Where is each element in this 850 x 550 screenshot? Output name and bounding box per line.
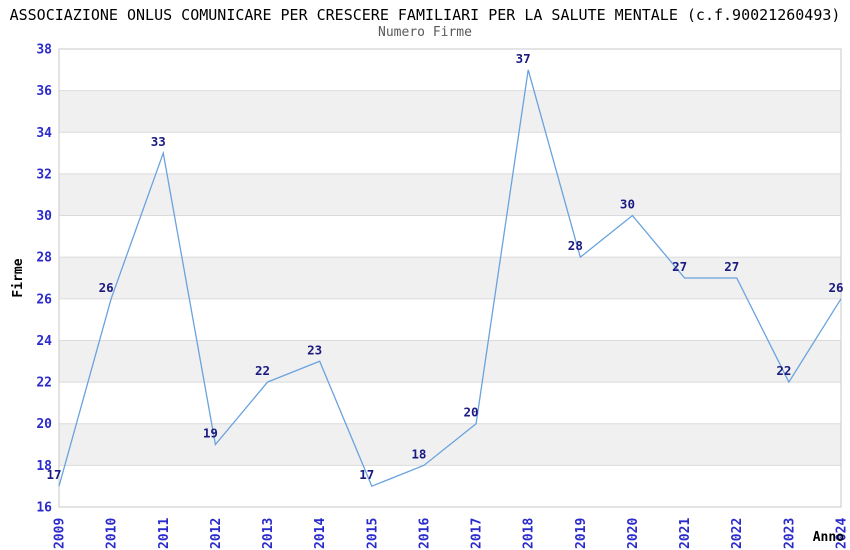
- x-tick-label: 2013: [261, 518, 276, 549]
- data-point-label: 26: [828, 280, 843, 295]
- y-axis-title: Firme: [11, 258, 26, 297]
- data-point-label: 23: [307, 342, 322, 357]
- data-point-label: 17: [359, 467, 374, 482]
- x-tick-label: 2016: [417, 518, 432, 549]
- chart-main-title: ASSOCIAZIONE ONLUS COMUNICARE PER CRESCE…: [9, 6, 841, 24]
- x-tick-label: 2020: [626, 518, 641, 549]
- y-tick-label: 26: [36, 292, 52, 307]
- x-tick-label: 2011: [157, 518, 172, 549]
- plot-band: [59, 465, 841, 507]
- x-tick-label: 2009: [53, 518, 68, 549]
- chart-subtitle: Numero Firme: [378, 25, 472, 40]
- data-line: [58, 69, 842, 488]
- y-tick-label: 34: [36, 126, 52, 141]
- plot-band: [59, 382, 841, 424]
- data-point-label: 37: [516, 51, 531, 66]
- data-point-label: 27: [724, 259, 739, 274]
- x-tick-label: 2023: [782, 518, 797, 549]
- y-tick-label: 24: [36, 334, 52, 349]
- y-tick-label: 20: [36, 417, 52, 432]
- y-tick-label: 36: [36, 84, 52, 99]
- x-tick-label: 2021: [678, 518, 693, 549]
- y-tick-label: 16: [36, 501, 52, 516]
- data-point-label: 30: [620, 197, 635, 212]
- data-point-label: 22: [255, 363, 270, 378]
- x-tick-label: 2014: [313, 518, 328, 549]
- data-point-label: 18: [411, 446, 426, 461]
- y-tick-label: 32: [36, 167, 52, 182]
- data-point-label: 26: [99, 280, 114, 295]
- y-tick-label: 22: [36, 376, 52, 391]
- x-tick-label: 2015: [365, 518, 380, 549]
- plot-band: [59, 90, 841, 133]
- plot-band: [59, 340, 841, 383]
- plot-border: [58, 48, 842, 508]
- y-tick-label: 18: [36, 459, 52, 474]
- y-tick-label: 38: [36, 43, 52, 58]
- x-tick-label: 2022: [730, 518, 745, 549]
- plot-band: [59, 49, 841, 91]
- x-tick-label: 2019: [574, 518, 589, 549]
- data-point-label: 22: [776, 363, 791, 378]
- plot-band: [59, 215, 841, 258]
- y-tick-label: 30: [36, 209, 52, 224]
- plot-band: [59, 132, 841, 174]
- x-tick-label: 2018: [522, 518, 537, 549]
- plot-band: [59, 173, 841, 216]
- x-tick-label: 2017: [470, 518, 485, 549]
- x-axis-title: Anno: [813, 530, 844, 545]
- x-tick-label: 2024: [835, 518, 850, 549]
- data-point-label: 27: [672, 259, 687, 274]
- data-point-label: 28: [568, 238, 583, 253]
- data-point-label: 20: [464, 405, 479, 420]
- data-point-label: 33: [151, 134, 166, 149]
- x-tick-label: 2010: [105, 518, 120, 549]
- x-tick-label: 2012: [209, 518, 224, 549]
- y-tick-label: 28: [36, 251, 52, 266]
- data-point-label: 17: [46, 467, 61, 482]
- data-point-label: 19: [203, 426, 218, 441]
- plot-band: [59, 298, 841, 341]
